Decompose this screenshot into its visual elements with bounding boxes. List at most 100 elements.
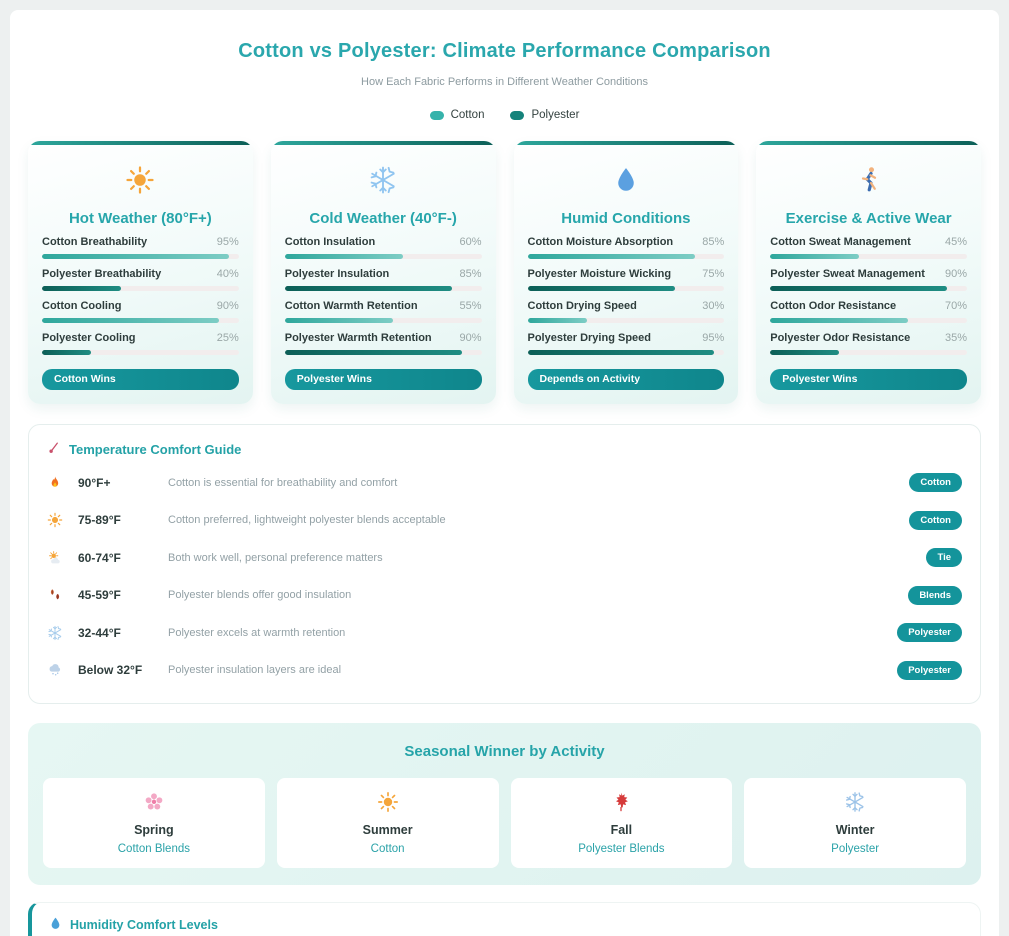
weather-card-exercise: Exercise & Active Wear Cotton Sweat Mana… xyxy=(756,141,981,404)
temp-winner-badge: Cotton xyxy=(909,473,962,492)
metric-value: 90% xyxy=(216,300,239,312)
season-card-winter: Winter Polyester xyxy=(744,778,966,868)
season-winner: Cotton Blends xyxy=(117,843,190,855)
seasonal-section: Seasonal Winner by Activity Spring Cotto… xyxy=(28,723,981,885)
metric-row: Cotton Moisture Absorption 85% xyxy=(527,236,725,259)
progress-track xyxy=(284,318,482,323)
winner-badge: Polyester Wins xyxy=(284,369,482,390)
metric-label: Polyester Sweat Management xyxy=(770,268,925,280)
metric-value: 40% xyxy=(216,268,239,280)
progress-fill-polyester xyxy=(527,286,676,291)
humidity-header: Humidity Comfort Levels xyxy=(48,916,964,934)
progress-track xyxy=(42,350,239,355)
metric-row: Cotton Drying Speed 30% xyxy=(527,300,725,323)
page-title: Cotton vs Polyester: Climate Performance… xyxy=(238,40,771,62)
progress-track xyxy=(42,254,239,259)
metric-row: Cotton Odor Resistance 70% xyxy=(770,300,967,323)
legend-label: Cotton xyxy=(450,109,485,121)
metric-label: Cotton Warmth Retention xyxy=(284,300,418,312)
metric-label: Cotton Breathability xyxy=(42,236,148,248)
temp-description: Both work well, personal preference matt… xyxy=(168,551,383,564)
progress-fill-cotton xyxy=(284,254,403,259)
legend-item-cotton: Cotton xyxy=(429,109,485,121)
progress-fill-cotton xyxy=(527,254,695,259)
sun-icon xyxy=(47,512,67,528)
snowflake-icon xyxy=(47,625,67,641)
sun-icon xyxy=(287,791,489,815)
season-card-summer: Summer Cotton xyxy=(276,778,499,868)
progress-fill-polyester xyxy=(284,286,452,291)
temp-range: 75-89°F xyxy=(78,513,121,527)
weather-card-cold: Cold Weather (40°F-) Cotton Insulation 6… xyxy=(270,141,496,404)
metric-label: Cotton Sweat Management xyxy=(770,236,911,248)
temp-winner-badge: Polyester xyxy=(897,660,962,680)
metric-row: Cotton Breathability 95% xyxy=(42,236,239,259)
temp-range: 60-74°F xyxy=(78,550,121,565)
progress-fill-polyester xyxy=(42,286,121,291)
weather-cards-row: Hot Weather (80°F+) Cotton Breathability… xyxy=(18,141,991,404)
progress-track xyxy=(527,286,725,291)
temp-guide-row: Below 32°F Polyester insulation layers a… xyxy=(47,652,962,690)
progress-fill-cotton xyxy=(770,254,859,259)
progress-fill-polyester xyxy=(527,350,715,355)
temp-guide-row: 75-89°F Cotton preferred, lightweight po… xyxy=(47,502,962,540)
temp-range: 90°F+ xyxy=(78,475,111,490)
progress-fill-polyester xyxy=(770,286,948,291)
polyester-dot-icon xyxy=(510,110,525,120)
snow-cloud-icon xyxy=(47,662,67,678)
progress-track xyxy=(284,254,482,259)
metric-row: Polyester Cooling 25% xyxy=(42,332,239,355)
runner-icon xyxy=(770,165,967,197)
droplet-icon xyxy=(48,916,63,934)
droplet-icon xyxy=(528,165,725,197)
weather-card-humid: Humid Conditions Cotton Moisture Absorpt… xyxy=(513,141,739,404)
progress-track xyxy=(770,286,967,291)
progress-fill-cotton xyxy=(284,318,393,323)
metric-value: 45% xyxy=(944,236,967,248)
winner-badge: Depends on Activity xyxy=(527,369,725,390)
temp-description: Polyester excels at warmth retention xyxy=(168,626,346,639)
season-card-spring: Spring Cotton Blends xyxy=(43,778,265,868)
maple-leaf-icon xyxy=(521,791,723,815)
legend-label: Polyester xyxy=(531,109,580,121)
metric-row: Polyester Drying Speed 95% xyxy=(527,332,725,355)
snowflake-icon xyxy=(754,791,956,815)
metric-value: 85% xyxy=(702,236,725,248)
metric-label: Cotton Cooling xyxy=(42,300,122,312)
metric-label: Polyester Cooling xyxy=(42,332,136,344)
section-title: Temperature Comfort Guide xyxy=(69,441,242,457)
metric-row: Polyester Sweat Management 90% xyxy=(770,268,967,291)
metric-value: 70% xyxy=(944,300,967,312)
temperature-guide-rows: 90°F+ Cotton is essential for breathabil… xyxy=(47,464,962,689)
progress-track xyxy=(527,350,725,355)
temp-guide-row: 45-59°F Polyester blends offer good insu… xyxy=(47,577,962,615)
metric-row: Cotton Cooling 90% xyxy=(42,300,239,323)
season-name: Winter xyxy=(835,823,875,837)
metric-label: Polyester Moisture Wicking xyxy=(527,268,672,280)
weather-card-hot: Hot Weather (80°F+) Cotton Breathability… xyxy=(28,141,253,404)
metric-value: 35% xyxy=(944,332,967,344)
temperature-guide-header: Temperature Comfort Guide xyxy=(47,440,962,458)
metric-row: Polyester Moisture Wicking 75% xyxy=(527,268,725,291)
season-winner: Polyester Blends xyxy=(578,843,665,855)
progress-fill-polyester xyxy=(770,350,840,355)
season-winner: Cotton xyxy=(370,843,405,855)
temp-winner-badge: Cotton xyxy=(909,510,962,530)
metric-value: 60% xyxy=(459,236,482,248)
temp-range: 45-59°F xyxy=(78,588,121,602)
season-grid: Spring Cotton Blends Summer Cotton Fall … xyxy=(43,778,966,868)
card-title: Humid Conditions xyxy=(561,210,691,227)
metric-value: 30% xyxy=(702,300,725,312)
metric-value: 55% xyxy=(459,300,482,312)
metric-row: Cotton Sweat Management 45% xyxy=(770,236,967,259)
progress-track xyxy=(42,318,239,323)
metric-label: Cotton Odor Resistance xyxy=(770,300,897,312)
sun-cloud-icon xyxy=(47,550,67,566)
seasonal-title: Seasonal Winner by Activity xyxy=(404,743,605,760)
temperature-guide-section: Temperature Comfort Guide 90°F+ Cotton i… xyxy=(28,424,981,704)
page-subtitle: How Each Fabric Performs in Different We… xyxy=(361,76,648,88)
metric-value: 95% xyxy=(216,236,239,248)
temp-winner-badge: Tie xyxy=(926,548,962,567)
progress-fill-cotton xyxy=(42,318,220,323)
temp-description: Polyester insulation layers are ideal xyxy=(168,664,342,676)
